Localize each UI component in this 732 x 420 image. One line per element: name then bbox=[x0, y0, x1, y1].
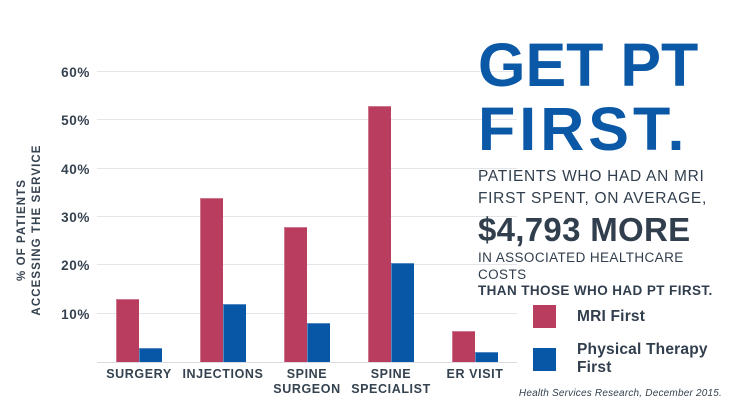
subtext-line-3: IN ASSOCIATED HEALTHCARE COSTS bbox=[478, 250, 684, 282]
bar-physical-therapy-first-spine-specialist bbox=[391, 262, 414, 362]
legend-label-physical-therapy-first: Physical Therapy First bbox=[577, 341, 708, 376]
bar-physical-therapy-first-surgery bbox=[139, 347, 162, 362]
headline-line-2: FIRST. bbox=[478, 95, 689, 163]
legend-item-mri-first: MRI First bbox=[533, 305, 708, 328]
subtext-line-1: PATIENTS WHO HAD AN MRI bbox=[478, 168, 705, 185]
bar-mri-first-er-visit bbox=[452, 330, 475, 362]
x-tick-label-spine-specialist: SPINE SPECIALIST bbox=[351, 367, 431, 396]
x-tick-label-injections: INJECTIONS bbox=[182, 367, 264, 381]
gridline-30 bbox=[97, 216, 517, 217]
x-axis-labels: SURGERY INJECTIONS SPINE SURGEON SPINE SPEC… bbox=[97, 367, 517, 407]
y-tick-label-10: 10% bbox=[61, 306, 90, 322]
subtext-highlight: $4,793 MORE bbox=[478, 211, 691, 248]
headline: GET PT FIRST. bbox=[478, 33, 698, 161]
y-tick-label-40: 40% bbox=[61, 161, 90, 177]
x-tick-label-surgery: SURGERY bbox=[106, 367, 172, 381]
plot-area bbox=[97, 71, 517, 363]
y-tick-label-50: 50% bbox=[61, 113, 90, 129]
bar-physical-therapy-first-injections bbox=[223, 304, 246, 362]
gridline-20 bbox=[97, 264, 517, 266]
bar-mri-first-spine-specialist bbox=[368, 105, 391, 362]
source-citation: Health Services Research, December 2015. bbox=[518, 388, 722, 399]
subtext-line-4: THAN THOSE WHO HAD PT FIRST. bbox=[478, 283, 713, 298]
y-tick-label-30: 30% bbox=[61, 210, 90, 225]
bar-physical-therapy-first-spine-surgeon bbox=[307, 323, 330, 362]
legend: MRI First Physical Therapy First bbox=[533, 305, 708, 390]
gridline-60 bbox=[97, 71, 517, 72]
y-axis-ticks: 10% 20% 30% 40% 50% 60% bbox=[26, 65, 90, 362]
gridline-10 bbox=[97, 312, 517, 314]
legend-swatch-mri-first bbox=[533, 305, 556, 328]
bar-physical-therapy-first-er-visit bbox=[475, 352, 498, 362]
headline-line-1: GET PT bbox=[478, 31, 699, 99]
gridline-40 bbox=[97, 167, 517, 169]
gridline-50 bbox=[97, 119, 517, 121]
y-tick-label-20: 20% bbox=[61, 258, 90, 274]
x-tick-label-er-visit: ER VISIT bbox=[446, 367, 504, 381]
legend-item-physical-therapy-first: Physical Therapy First bbox=[533, 341, 708, 377]
subtext-paragraph: PATIENTS WHO HAD AN MRI FIRST SPENT, ON … bbox=[478, 166, 728, 300]
bar-mri-first-spine-surgeon bbox=[284, 226, 307, 362]
bar-mri-first-surgery bbox=[116, 299, 139, 362]
bar-mri-first-injections bbox=[200, 197, 223, 362]
legend-label-mri-first: MRI First bbox=[577, 307, 646, 325]
subtext-line-2: FIRST SPENT, ON AVERAGE, bbox=[478, 190, 707, 207]
x-tick-label-spine-surgeon: SPINE SURGEON bbox=[273, 367, 341, 396]
legend-swatch-physical-therapy-first bbox=[533, 347, 556, 371]
y-tick-label-60: 60% bbox=[61, 65, 90, 80]
